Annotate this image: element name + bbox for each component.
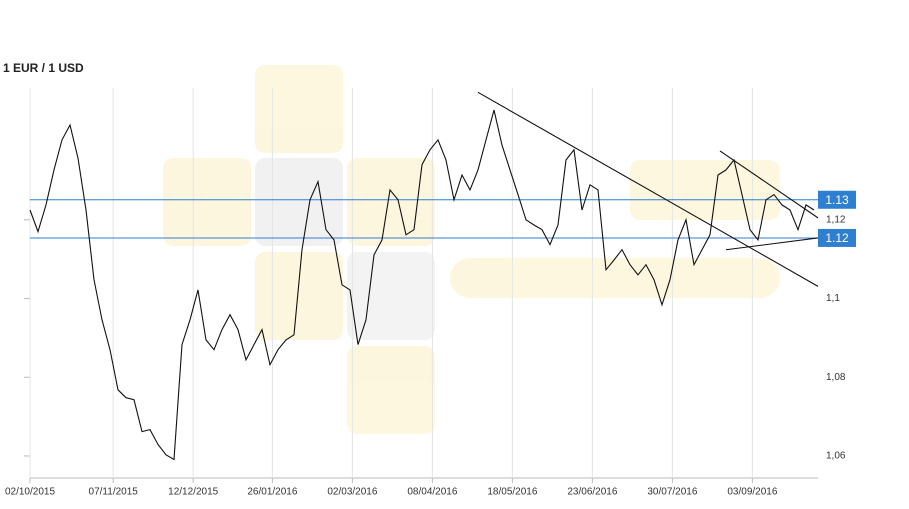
x-tick-label: 02/03/2016 [327, 487, 377, 498]
x-tick-label: 18/05/2016 [487, 487, 537, 498]
x-tick-label: 30/07/2016 [647, 487, 697, 498]
y-tick-label: 1,06 [826, 451, 846, 462]
watermark [163, 65, 780, 434]
price-line [29, 109, 815, 461]
x-tick-label: 23/06/2016 [567, 487, 617, 498]
x-tick-label: 07/11/2015 [89, 487, 139, 498]
x-tick-label: 26/01/2016 [247, 487, 297, 498]
level-label: 1.13 [825, 193, 849, 207]
y-tick-label: 1,08 [826, 372, 846, 383]
x-tick-label: 03/09/2016 [727, 487, 777, 498]
x-tick-label: 12/12/2015 [168, 487, 218, 498]
level-label: 1.12 [825, 231, 849, 245]
x-tick-label: 08/04/2016 [407, 487, 457, 498]
trend-line [725, 237, 819, 251]
y-tick-label: 1,12 [826, 214, 846, 225]
chart-title: 1 EUR / 1 USD [3, 61, 84, 75]
trend-line [477, 91, 819, 287]
x-tick-label: 02/10/2015 [5, 487, 55, 498]
level-tag [818, 228, 856, 247]
level-tag [818, 190, 856, 209]
trend-line [719, 150, 819, 219]
y-tick-label: 1,1 [826, 293, 840, 304]
